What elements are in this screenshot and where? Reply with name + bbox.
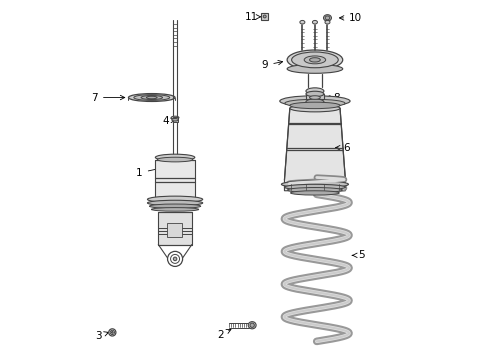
Text: 4: 4: [163, 116, 175, 126]
Text: 6: 6: [336, 143, 350, 153]
Ellipse shape: [325, 21, 330, 24]
Ellipse shape: [134, 95, 170, 100]
Ellipse shape: [171, 255, 179, 264]
Ellipse shape: [128, 94, 175, 102]
Ellipse shape: [141, 95, 163, 99]
Ellipse shape: [306, 88, 324, 94]
Ellipse shape: [149, 204, 201, 208]
Ellipse shape: [250, 323, 254, 327]
Polygon shape: [285, 108, 345, 191]
Ellipse shape: [263, 15, 266, 18]
Ellipse shape: [300, 21, 305, 24]
Ellipse shape: [292, 52, 338, 68]
Ellipse shape: [304, 56, 326, 64]
Ellipse shape: [171, 116, 179, 119]
Ellipse shape: [290, 102, 340, 109]
Bar: [306, 94, 324, 102]
Ellipse shape: [313, 21, 318, 24]
Ellipse shape: [109, 329, 116, 336]
Text: 5: 5: [352, 250, 365, 260]
Ellipse shape: [325, 16, 330, 20]
Ellipse shape: [291, 191, 339, 195]
Bar: [158, 212, 192, 244]
Ellipse shape: [248, 321, 256, 329]
Bar: [262, 13, 268, 20]
Text: 11: 11: [245, 12, 261, 22]
Text: 10: 10: [340, 13, 362, 23]
Text: 2: 2: [217, 329, 231, 340]
Ellipse shape: [147, 96, 157, 99]
Bar: [167, 223, 182, 237]
Ellipse shape: [147, 196, 203, 203]
Ellipse shape: [310, 58, 320, 62]
Ellipse shape: [290, 105, 340, 112]
Ellipse shape: [306, 99, 324, 105]
Ellipse shape: [147, 200, 203, 206]
Ellipse shape: [310, 96, 320, 99]
Ellipse shape: [280, 96, 350, 107]
Ellipse shape: [172, 118, 178, 121]
Text: 1: 1: [136, 165, 169, 178]
Ellipse shape: [151, 208, 199, 211]
Ellipse shape: [157, 157, 193, 162]
Ellipse shape: [288, 188, 343, 193]
Text: 7: 7: [91, 93, 125, 103]
Ellipse shape: [111, 332, 113, 333]
Text: 9: 9: [262, 60, 283, 70]
Ellipse shape: [281, 181, 348, 188]
Ellipse shape: [306, 91, 324, 96]
Ellipse shape: [155, 154, 195, 161]
Ellipse shape: [173, 257, 177, 261]
Ellipse shape: [323, 15, 331, 21]
Ellipse shape: [168, 251, 183, 266]
Ellipse shape: [110, 330, 115, 334]
Text: 3: 3: [95, 331, 109, 341]
Bar: [172, 117, 177, 122]
Ellipse shape: [285, 184, 345, 190]
Ellipse shape: [287, 50, 343, 70]
Ellipse shape: [285, 99, 345, 107]
Text: 8: 8: [325, 93, 340, 103]
Bar: [155, 160, 195, 202]
Ellipse shape: [287, 64, 343, 73]
